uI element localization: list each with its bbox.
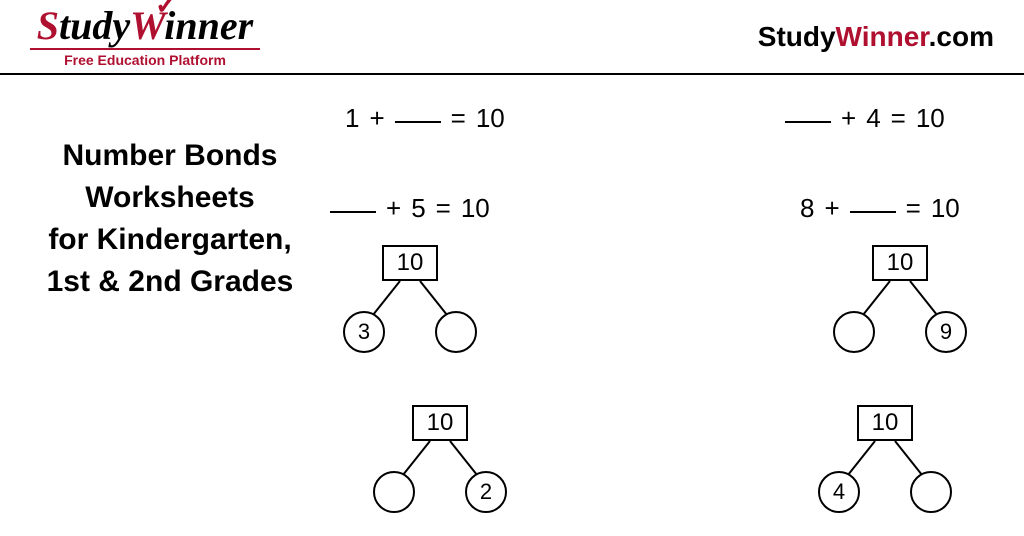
bond4-right <box>910 471 952 513</box>
url-dotcom: .com <box>929 21 994 52</box>
logo-w: W <box>130 3 164 48</box>
number-bond-4: 10 4 <box>815 405 965 535</box>
logo-tagline: Free Education Platform <box>30 48 260 68</box>
logo-main: Study✓Winner <box>37 6 253 46</box>
bond3-left <box>373 471 415 513</box>
bond4-left: 4 <box>818 471 860 513</box>
eq3-blank <box>330 211 376 213</box>
number-bond-2: 10 9 <box>830 245 980 375</box>
title-line2: Worksheets <box>20 177 320 219</box>
eq4-blank <box>850 211 896 213</box>
content: Number Bonds Worksheets for Kindergarten… <box>0 75 1024 536</box>
title-line3: for Kindergarten, <box>20 219 320 261</box>
equation-2: +4 = 10 <box>785 103 945 134</box>
header: Study✓Winner Free Education Platform Stu… <box>0 0 1024 75</box>
bond1-right <box>435 311 477 353</box>
eq4-op: + <box>824 193 839 223</box>
equation-4: 8 + = 10 <box>800 193 960 224</box>
eq1-op: + <box>369 103 384 133</box>
eq1-res: 10 <box>476 103 505 133</box>
eq4-left: 8 <box>800 193 814 223</box>
eq3-res: 10 <box>461 193 490 223</box>
eq1-eq: = <box>451 103 466 133</box>
logo: Study✓Winner Free Education Platform <box>30 6 260 68</box>
eq2-res: 10 <box>916 103 945 133</box>
bond3-right: 2 <box>465 471 507 513</box>
equation-3: +5 = 10 <box>330 193 490 224</box>
number-bond-3: 10 2 <box>370 405 520 535</box>
bond1-left: 3 <box>343 311 385 353</box>
eq2-op: + <box>841 103 856 133</box>
bond3-whole: 10 <box>412 405 468 441</box>
site-url: StudyWinner.com <box>758 21 994 53</box>
eq3-op: + <box>386 193 401 223</box>
logo-tudy: tudy <box>59 3 130 48</box>
bond1-whole: 10 <box>382 245 438 281</box>
eq1-left: 1 <box>345 103 359 133</box>
eq1-blank <box>395 121 441 123</box>
equation-1: 1 + = 10 <box>345 103 505 134</box>
eq2-blank <box>785 121 831 123</box>
bond2-left <box>833 311 875 353</box>
eq2-right: 4 <box>866 103 880 133</box>
eq2-eq: = <box>891 103 906 133</box>
worksheet-title: Number Bonds Worksheets for Kindergarten… <box>20 135 320 303</box>
title-line4: 1st & 2nd Grades <box>20 261 320 303</box>
logo-s: S <box>37 3 59 48</box>
bond2-whole: 10 <box>872 245 928 281</box>
eq4-eq: = <box>906 193 921 223</box>
bond2-right: 9 <box>925 311 967 353</box>
title-line1: Number Bonds <box>20 135 320 177</box>
eq3-eq: = <box>436 193 451 223</box>
number-bond-1: 10 3 <box>340 245 490 375</box>
url-winner: Winner <box>836 21 929 52</box>
eq3-right: 5 <box>411 193 425 223</box>
url-study: Study <box>758 21 836 52</box>
eq4-res: 10 <box>931 193 960 223</box>
bond4-whole: 10 <box>857 405 913 441</box>
